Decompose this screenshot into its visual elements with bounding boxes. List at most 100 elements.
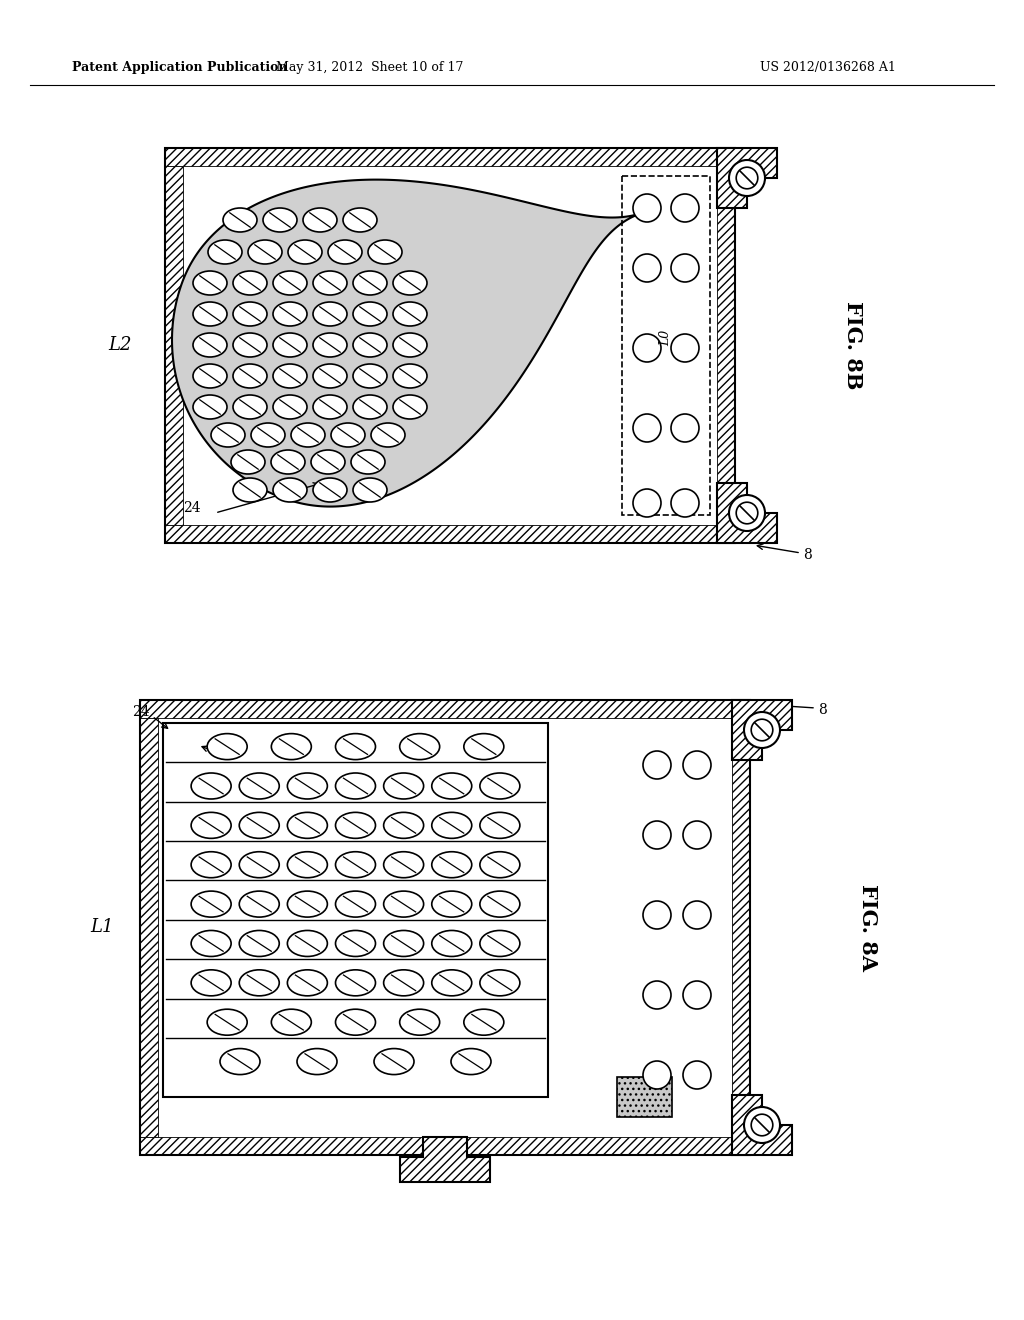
Bar <box>140 1137 750 1155</box>
Bar <box>140 700 750 1155</box>
Ellipse shape <box>353 364 387 388</box>
Ellipse shape <box>336 734 376 759</box>
Bar <box>140 700 750 1155</box>
Ellipse shape <box>371 422 406 447</box>
Bar <box>165 525 735 543</box>
Circle shape <box>633 194 662 222</box>
Text: 24: 24 <box>183 502 201 515</box>
Ellipse shape <box>393 271 427 294</box>
Circle shape <box>683 751 711 779</box>
Bar <box>617 1077 672 1117</box>
Ellipse shape <box>273 478 307 502</box>
Circle shape <box>633 414 662 442</box>
Ellipse shape <box>207 1010 247 1035</box>
Text: 8: 8 <box>818 704 826 717</box>
Ellipse shape <box>368 240 402 264</box>
Ellipse shape <box>384 970 424 995</box>
Circle shape <box>729 495 765 531</box>
Circle shape <box>633 488 662 517</box>
Ellipse shape <box>207 734 247 759</box>
Ellipse shape <box>432 851 472 878</box>
Ellipse shape <box>193 364 227 388</box>
Circle shape <box>683 981 711 1008</box>
Bar <box>622 176 710 515</box>
Ellipse shape <box>399 734 439 759</box>
Ellipse shape <box>351 450 385 474</box>
Ellipse shape <box>193 395 227 418</box>
Ellipse shape <box>273 333 307 356</box>
Ellipse shape <box>313 395 347 418</box>
Ellipse shape <box>288 891 328 917</box>
Ellipse shape <box>191 812 231 838</box>
Ellipse shape <box>480 774 520 799</box>
Text: US 2012/0136268 A1: US 2012/0136268 A1 <box>760 62 896 74</box>
Bar <box>140 700 750 718</box>
Text: 32: 32 <box>223 746 241 760</box>
Ellipse shape <box>240 851 280 878</box>
Polygon shape <box>400 1137 490 1181</box>
Ellipse shape <box>233 478 267 502</box>
Ellipse shape <box>291 422 325 447</box>
Ellipse shape <box>384 891 424 917</box>
Polygon shape <box>717 148 777 209</box>
Text: FIG. 8B: FIG. 8B <box>843 301 863 389</box>
Ellipse shape <box>313 478 347 502</box>
Circle shape <box>752 719 773 741</box>
Circle shape <box>671 253 699 282</box>
Ellipse shape <box>211 422 245 447</box>
Bar <box>732 718 750 1137</box>
Ellipse shape <box>288 931 328 957</box>
Ellipse shape <box>233 395 267 418</box>
Ellipse shape <box>313 302 347 326</box>
Ellipse shape <box>231 450 265 474</box>
Circle shape <box>683 1061 711 1089</box>
Text: L0: L0 <box>659 330 673 346</box>
Ellipse shape <box>336 774 376 799</box>
Circle shape <box>671 488 699 517</box>
Ellipse shape <box>343 209 377 232</box>
Ellipse shape <box>336 812 376 838</box>
Text: 24: 24 <box>132 705 150 719</box>
Bar <box>165 148 735 166</box>
Ellipse shape <box>353 302 387 326</box>
Text: FIG. 8A: FIG. 8A <box>858 883 878 970</box>
Ellipse shape <box>248 240 282 264</box>
Ellipse shape <box>251 422 285 447</box>
Circle shape <box>729 160 765 195</box>
Ellipse shape <box>480 851 520 878</box>
Ellipse shape <box>288 774 328 799</box>
Circle shape <box>671 414 699 442</box>
Ellipse shape <box>336 1010 376 1035</box>
Bar <box>165 148 735 543</box>
Ellipse shape <box>240 931 280 957</box>
Ellipse shape <box>297 1048 337 1074</box>
Circle shape <box>643 1061 671 1089</box>
Ellipse shape <box>313 364 347 388</box>
Ellipse shape <box>240 891 280 917</box>
Ellipse shape <box>191 851 231 878</box>
Polygon shape <box>172 180 642 507</box>
Circle shape <box>633 334 662 362</box>
Ellipse shape <box>233 302 267 326</box>
Ellipse shape <box>288 812 328 838</box>
Ellipse shape <box>288 970 328 995</box>
Ellipse shape <box>313 271 347 294</box>
Ellipse shape <box>480 970 520 995</box>
Ellipse shape <box>336 931 376 957</box>
Ellipse shape <box>393 364 427 388</box>
Ellipse shape <box>353 333 387 356</box>
Bar <box>140 718 158 1137</box>
Ellipse shape <box>336 970 376 995</box>
Ellipse shape <box>288 851 328 878</box>
Ellipse shape <box>193 271 227 294</box>
Ellipse shape <box>191 891 231 917</box>
Circle shape <box>643 821 671 849</box>
Ellipse shape <box>432 931 472 957</box>
Ellipse shape <box>480 931 520 957</box>
Ellipse shape <box>240 812 280 838</box>
Ellipse shape <box>336 891 376 917</box>
Ellipse shape <box>233 364 267 388</box>
Ellipse shape <box>313 333 347 356</box>
Ellipse shape <box>480 812 520 838</box>
Ellipse shape <box>271 734 311 759</box>
